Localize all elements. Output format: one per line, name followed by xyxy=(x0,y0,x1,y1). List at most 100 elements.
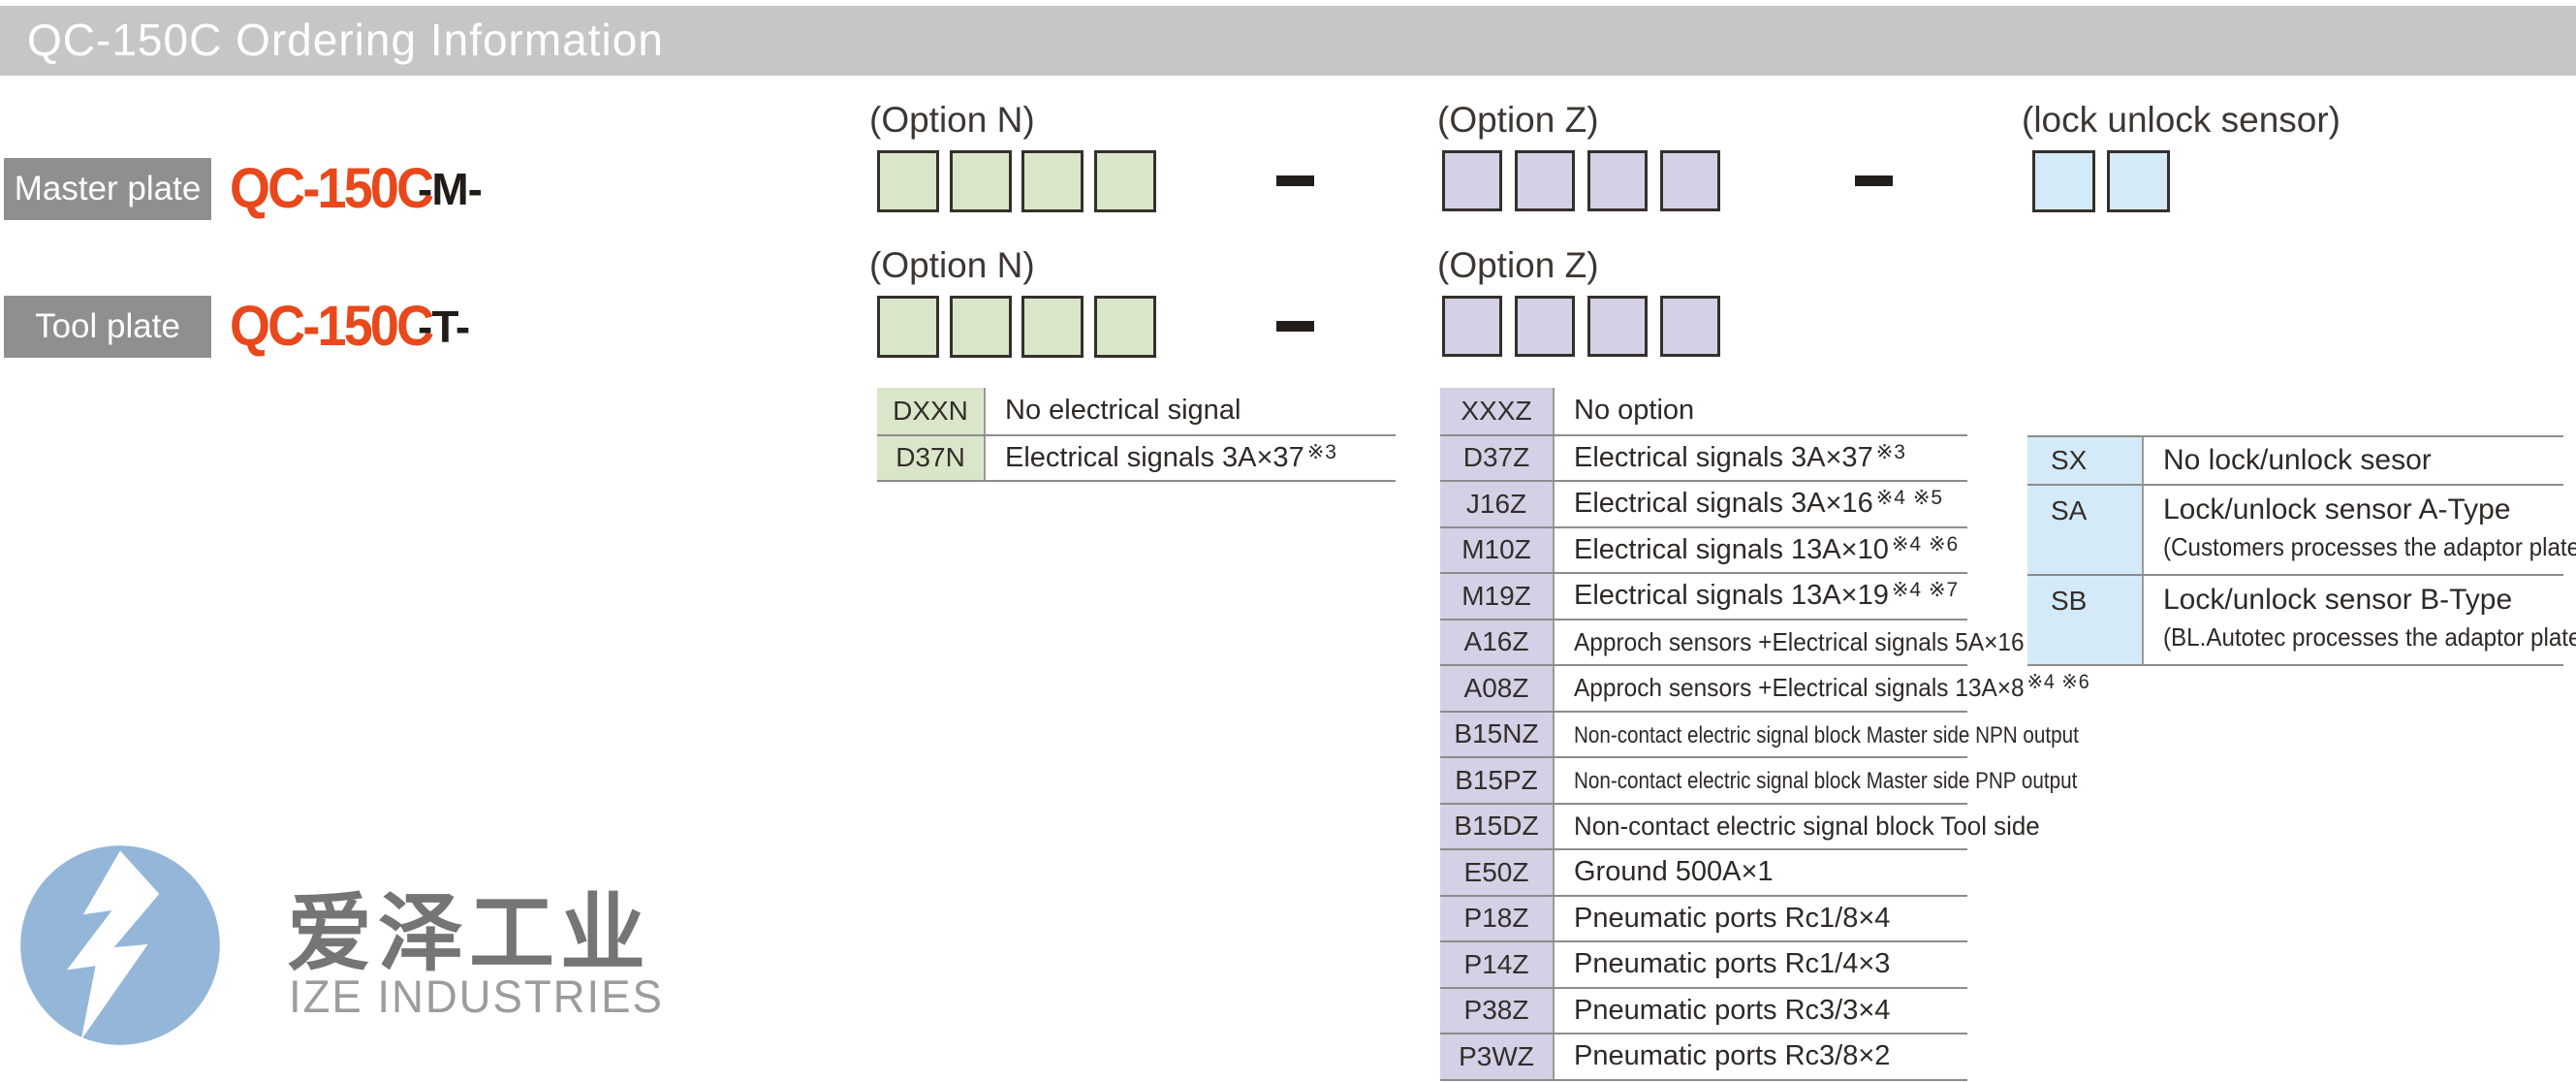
option-n-label-tool: (Option N) xyxy=(869,245,1035,285)
table-row: B15PZ Non-contact electric signal block … xyxy=(1440,756,2077,803)
option-z-code-column xyxy=(1440,388,1553,1079)
option-n-box xyxy=(1094,296,1156,358)
option-z-box xyxy=(1587,296,1648,357)
option-code: M19Z xyxy=(1461,580,1531,611)
option-code: D37N xyxy=(895,442,965,473)
option-n-label-master: (Option N) xyxy=(869,100,1035,140)
option-n-box xyxy=(950,296,1012,358)
option-desc: Electrical signals 3A×16 ※4 ※5 xyxy=(1574,487,1944,520)
option-n-table: DXXN No electrical signal D37N Electrica… xyxy=(877,388,1396,482)
option-code: B15NZ xyxy=(1454,718,1539,749)
master-type-code: -M- xyxy=(418,164,483,214)
option-z-box xyxy=(1515,296,1575,357)
column-divider xyxy=(1553,388,1555,1079)
table-row: D37Z Electrical signals 3A×37 ※3 xyxy=(1440,433,1967,481)
option-desc: Ground 500A×1 xyxy=(1574,856,1774,888)
master-model-code: QC-150C xyxy=(230,157,434,220)
lock-sensor-label: (lock unlock sensor) xyxy=(2022,100,2341,140)
option-code: SX xyxy=(2051,444,2088,475)
master-plate-label-text: Master plate xyxy=(14,170,202,207)
ize-logo-cn-text: 爱泽工业 xyxy=(287,885,652,981)
table-row: SB Lock/unlock sensor B-Type (BL.Autotec… xyxy=(2027,573,2576,664)
table-row: M10Z Electrical signals 13A×10 ※4 ※6 xyxy=(1440,525,1967,573)
option-code: D37Z xyxy=(1462,442,1530,473)
option-code: B15PZ xyxy=(1455,764,1538,795)
option-code: P3WZ xyxy=(1459,1040,1534,1071)
option-code: A08Z xyxy=(1463,672,1529,703)
table-row: A08Z Approch sensors +Electrical signals… xyxy=(1440,664,2089,711)
option-desc: Pneumatic ports Rc3/3×4 xyxy=(1574,994,1891,1026)
option-desc: Electrical signals 13A×10 ※4 ※6 xyxy=(1574,532,1960,565)
option-desc: No electrical signal xyxy=(1005,395,1241,427)
ize-logo-icon xyxy=(20,845,220,1045)
table-row: P14Z Pneumatic ports Rc1/4×3 xyxy=(1440,940,1967,987)
table-row: SA Lock/unlock sensor A-Type (Customers … xyxy=(2027,483,2576,574)
option-z-label-master: (Option Z) xyxy=(1437,100,1599,140)
option-desc: Pneumatic ports Rc1/4×3 xyxy=(1574,948,1891,980)
option-code: M10Z xyxy=(1461,534,1531,565)
option-desc: Approch sensors +Electrical signals 13A×… xyxy=(1574,671,2090,703)
option-desc: No lock/unlock sesor xyxy=(2163,443,2432,476)
table-row: XXXZ No option xyxy=(1440,388,1967,434)
option-code: E50Z xyxy=(1463,856,1529,887)
lock-sensor-box xyxy=(2107,150,2170,212)
table-row: B15DZ Non-contact electric signal block … xyxy=(1440,802,2040,849)
tool-type-code: -T- xyxy=(418,302,470,352)
option-code: P38Z xyxy=(1463,995,1529,1026)
option-desc: Pneumatic ports Rc3/8×2 xyxy=(1574,1040,1891,1072)
option-desc: Electrical signals 3A×37 ※3 xyxy=(1005,440,1337,473)
tool-plate-label: Tool plate xyxy=(4,296,211,358)
option-z-box xyxy=(1660,296,1720,357)
table-row: D37N Electrical signals 3A×37 ※3 xyxy=(877,433,1396,481)
option-desc: Lock/unlock sensor A-Type (Customers pro… xyxy=(2163,493,2576,561)
header-bar: QC-150C Ordering Information xyxy=(0,6,2576,76)
dash-separator xyxy=(1276,321,1314,332)
option-code: DXXN xyxy=(893,395,968,426)
table-row: P38Z Pneumatic ports Rc3/3×4 xyxy=(1440,986,1967,1034)
table-row: J16Z Electrical signals 3A×16 ※4 ※5 xyxy=(1440,480,1967,526)
option-n-box xyxy=(950,150,1012,212)
lock-sensor-table: SX No lock/unlock sesor SA Lock/unlock s… xyxy=(2027,435,2576,666)
lock-sensor-box xyxy=(2032,150,2095,212)
dash-separator xyxy=(1855,175,1893,186)
option-desc: Non-contact electric signal block Master… xyxy=(1574,721,2079,748)
option-code: SA xyxy=(2051,494,2088,525)
option-desc: Electrical signals 13A×19 ※4 ※7 xyxy=(1574,579,1960,612)
table-row: P3WZ Pneumatic ports Rc3/8×2 xyxy=(1440,1033,1967,1079)
option-z-box xyxy=(1587,150,1648,211)
table-row: A16Z Approch sensors +Electrical signals… xyxy=(1440,618,2089,665)
ize-logo-en-text: IZE INDUSTRIES xyxy=(289,971,664,1022)
option-desc: Lock/unlock sensor B-Type (BL.Autotec pr… xyxy=(2163,583,2576,652)
tool-model-code: QC-150C xyxy=(230,295,434,358)
option-code: J16Z xyxy=(1465,488,1527,519)
table-row: B15NZ Non-contact electric signal block … xyxy=(1440,710,2079,757)
option-code: P14Z xyxy=(1463,948,1529,979)
option-n-box xyxy=(877,296,939,358)
option-z-box xyxy=(1660,150,1720,211)
option-n-box xyxy=(1021,150,1084,212)
option-desc: Non-contact electric signal block Master… xyxy=(1574,768,2078,795)
table-row: DXXN No electrical signal xyxy=(877,388,1396,434)
dash-separator xyxy=(1276,175,1314,186)
option-n-box xyxy=(1094,150,1156,212)
option-desc: No option xyxy=(1574,395,1695,427)
page-title: QC-150C Ordering Information xyxy=(27,14,664,65)
option-code: XXXZ xyxy=(1461,395,1532,426)
option-n-box xyxy=(877,150,939,212)
option-z-box xyxy=(1442,296,1502,357)
option-z-table: XXXZ No option D37Z Electrical signals 3… xyxy=(1440,388,2089,1081)
table-row: SX No lock/unlock sesor xyxy=(2027,437,2563,484)
option-desc: Electrical signals 3A×37 ※3 xyxy=(1574,440,1906,473)
option-z-label-tool: (Option Z) xyxy=(1437,245,1599,285)
master-plate-label: Master plate xyxy=(4,158,211,220)
option-n-box xyxy=(1021,296,1084,358)
lock-code-column xyxy=(2027,437,2142,664)
column-divider xyxy=(2142,437,2144,664)
option-code: B15DZ xyxy=(1454,811,1539,842)
option-code: SB xyxy=(2051,585,2088,616)
table-row: P18Z Pneumatic ports Rc1/8×4 xyxy=(1440,894,1967,941)
option-desc: Non-contact electric signal block Tool s… xyxy=(1574,811,2040,841)
option-desc: Pneumatic ports Rc1/8×4 xyxy=(1574,902,1891,934)
option-z-box xyxy=(1515,150,1575,211)
